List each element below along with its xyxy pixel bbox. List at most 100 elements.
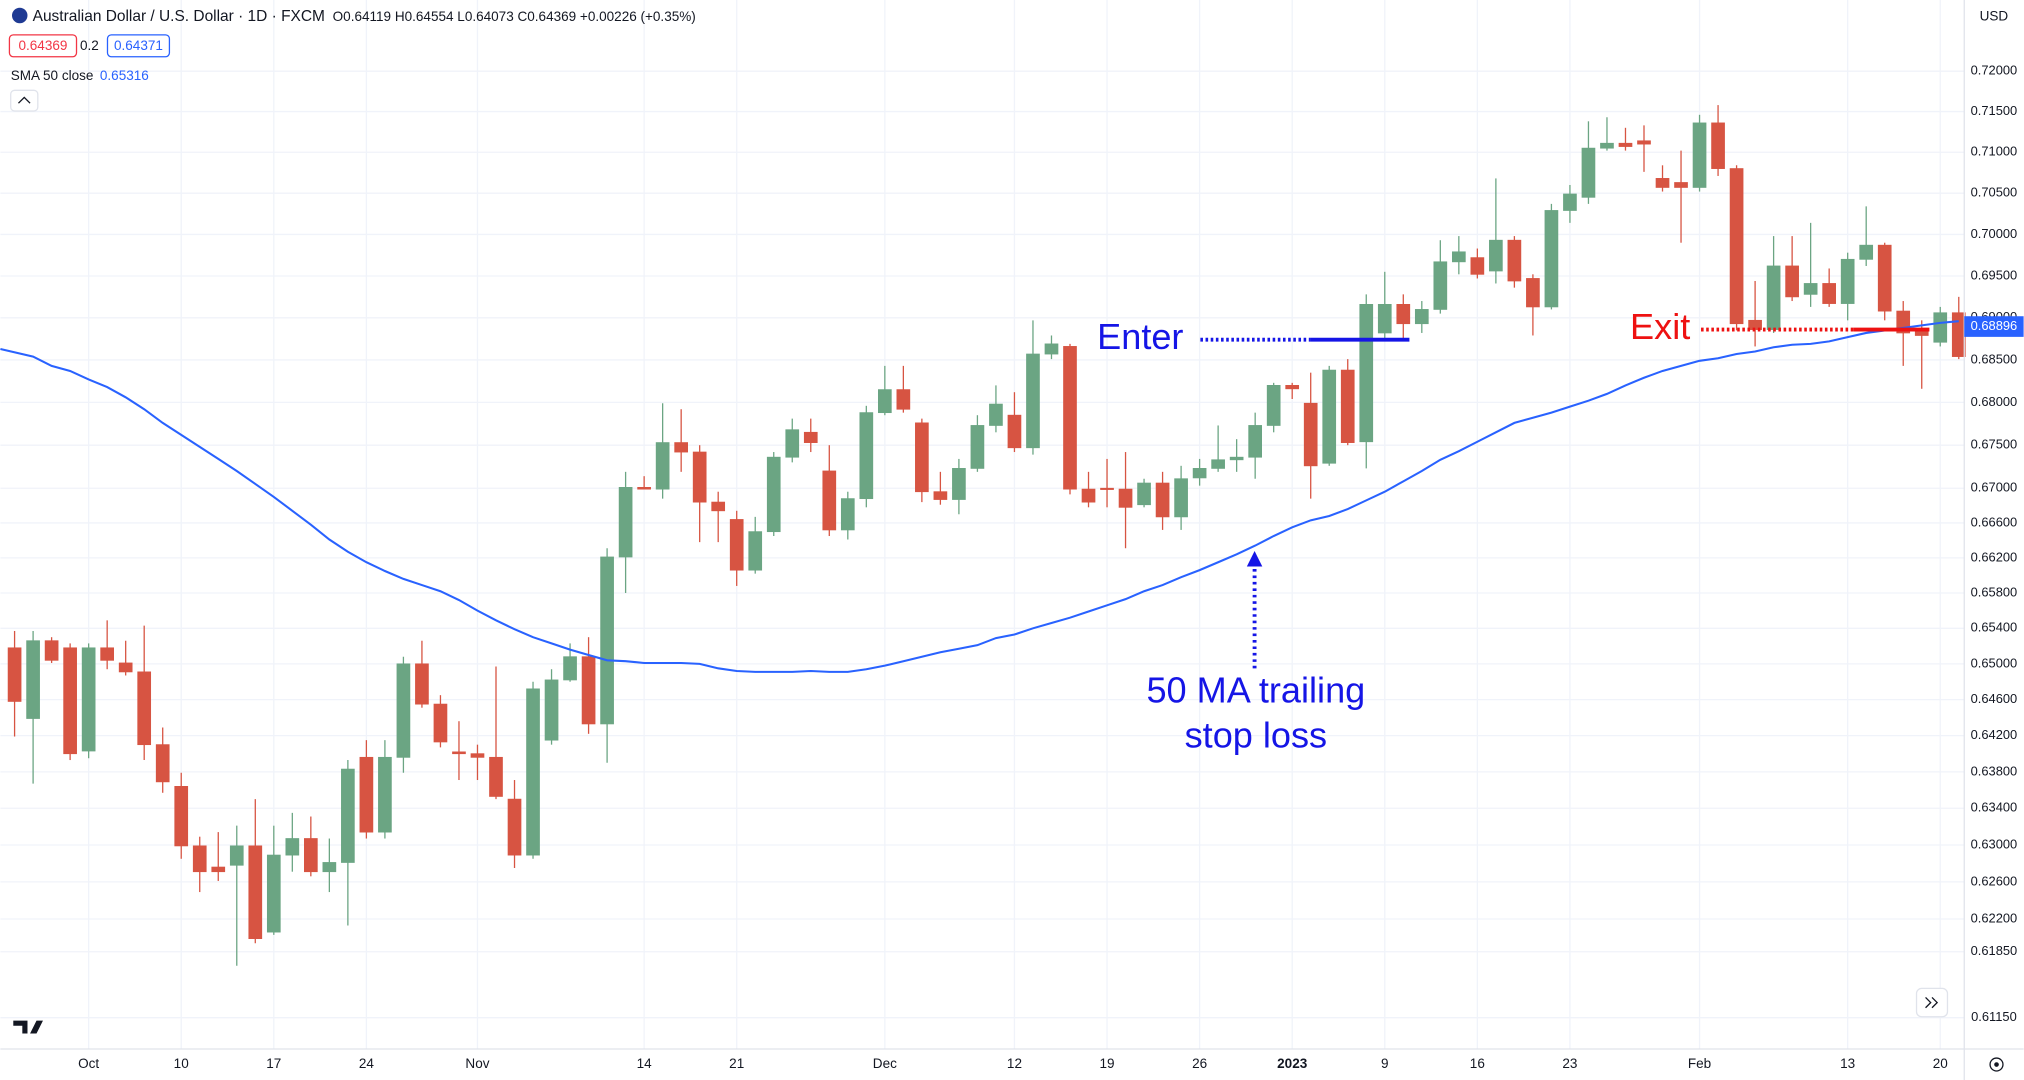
- y-tick-label: 0.68000: [1971, 394, 2018, 409]
- candle-body: [1785, 265, 1799, 298]
- candle-body: [729, 519, 744, 571]
- candle-body: [174, 786, 189, 847]
- candle-body: [1007, 414, 1022, 449]
- indicator-name: SMA 50 close: [11, 68, 94, 83]
- candle-body: [915, 422, 929, 493]
- plot: [0, 105, 1966, 966]
- candle-body: [378, 756, 392, 833]
- candle-body: [507, 798, 522, 856]
- candle-body: [896, 389, 911, 410]
- candle-body: [396, 663, 411, 758]
- indicator-legend: SMA 50 close 0.65316: [11, 68, 149, 83]
- bid-box[interactable]: [8, 34, 78, 58]
- candle-body: [544, 679, 559, 741]
- candle-body: [748, 531, 763, 571]
- candle-body: [581, 656, 596, 725]
- candle-body: [878, 389, 892, 414]
- candle-body: [1044, 343, 1059, 355]
- y-tick-label: 0.70500: [1971, 185, 2018, 200]
- currency: USD: [1980, 8, 2009, 23]
- x-tick-label: 16: [1470, 1056, 1485, 1071]
- candle-body: [1359, 304, 1374, 443]
- y-tick-label: 0.66600: [1971, 514, 2018, 529]
- candle-body: [81, 647, 96, 752]
- candle-body: [1600, 142, 1614, 149]
- annotations: Enter Exit 50 MA trailing stop loss: [1097, 306, 1930, 756]
- x-tick-label: 23: [1562, 1056, 1577, 1071]
- candle-body: [1118, 488, 1133, 508]
- candle-body: [766, 456, 781, 533]
- y-tick-label: 0.68500: [1971, 351, 2018, 366]
- candle-body: [1063, 346, 1077, 490]
- candle-body: [470, 753, 485, 758]
- bid-price[interactable]: 0.64369: [19, 38, 68, 53]
- candle-body: [859, 412, 874, 500]
- x-tick-label: Feb: [1688, 1056, 1711, 1071]
- candle-body: [1563, 193, 1577, 211]
- candle-body: [840, 498, 855, 531]
- y-tick-label: 0.63400: [1971, 800, 2018, 815]
- candle-body: [1526, 278, 1540, 308]
- indicator-value: 0.65316: [100, 68, 149, 83]
- candle-body: [526, 688, 540, 856]
- candle-body: [1414, 309, 1429, 325]
- candle-body: [211, 866, 226, 873]
- candle-body: [1303, 402, 1318, 467]
- candle-body: [785, 429, 800, 458]
- y-tick-label: 0.67000: [1971, 480, 2018, 495]
- candle-body: [1396, 304, 1411, 325]
- x-tick-label: 19: [1100, 1056, 1115, 1071]
- candle-body: [118, 662, 133, 673]
- candle-body: [137, 671, 152, 746]
- candle-body: [933, 491, 948, 500]
- collapse-button[interactable]: [10, 89, 39, 112]
- x-tick-label: 2023: [1277, 1056, 1308, 1071]
- settings-button[interactable]: [1989, 1057, 2004, 1072]
- candle-body: [970, 425, 985, 469]
- x-tick-label: 26: [1192, 1056, 1207, 1071]
- ask-price[interactable]: 0.64371: [114, 38, 163, 53]
- candle-body: [248, 845, 263, 940]
- y-tick-label: 0.65400: [1971, 620, 2018, 635]
- candle-body: [322, 862, 337, 873]
- ohlc-summary: O0.64119 H0.64554 L0.64073 C0.64369 +0.0…: [333, 8, 696, 23]
- x-tick-label: 21: [729, 1056, 744, 1071]
- candle-body: [1248, 425, 1263, 458]
- candle-body: [1470, 257, 1485, 275]
- candle-body: [359, 756, 374, 833]
- candle-body: [1340, 369, 1355, 443]
- candle-body: [637, 487, 651, 490]
- y-tick-label: 0.65800: [1971, 584, 2018, 599]
- candle-body: [1137, 482, 1151, 506]
- candle-body: [1544, 210, 1559, 308]
- enter-label: Enter: [1097, 316, 1183, 357]
- scroll-icon: [1925, 996, 1939, 1009]
- candle-body: [1581, 147, 1596, 198]
- candle-body: [803, 431, 818, 443]
- candle-body: [285, 838, 300, 856]
- candle-body: [26, 640, 40, 719]
- y-tick-label: 0.64200: [1971, 727, 2018, 742]
- y-tick-label: 0.70000: [1971, 226, 2018, 241]
- candle-body: [952, 468, 966, 500]
- chart-title: Australian Dollar / U.S. Dollar · 1D · F…: [33, 8, 325, 25]
- y-tick-label: 0.69500: [1971, 267, 2018, 282]
- collapse-icon: [17, 96, 31, 104]
- candle-body: [1192, 468, 1207, 479]
- candle-body: [1877, 244, 1892, 312]
- candle-body: [1433, 261, 1448, 310]
- candle-body: [100, 647, 114, 661]
- x-tick-label: Dec: [873, 1056, 897, 1071]
- ma-label: stop loss: [1185, 715, 1328, 756]
- candle-body: [304, 838, 318, 873]
- y-tick-label: 0.61150: [1971, 1009, 2017, 1024]
- candle-body: [63, 647, 77, 755]
- candle-body: [433, 703, 448, 743]
- candle-body: [1951, 312, 1966, 357]
- ask-box[interactable]: [106, 34, 171, 58]
- y-tick-label: 0.62600: [1971, 873, 2018, 888]
- scroll-button[interactable]: [1915, 987, 1949, 1018]
- candle-body: [1822, 283, 1837, 304]
- candle-body: [1285, 385, 1300, 390]
- settings-icon: [1994, 1062, 1999, 1067]
